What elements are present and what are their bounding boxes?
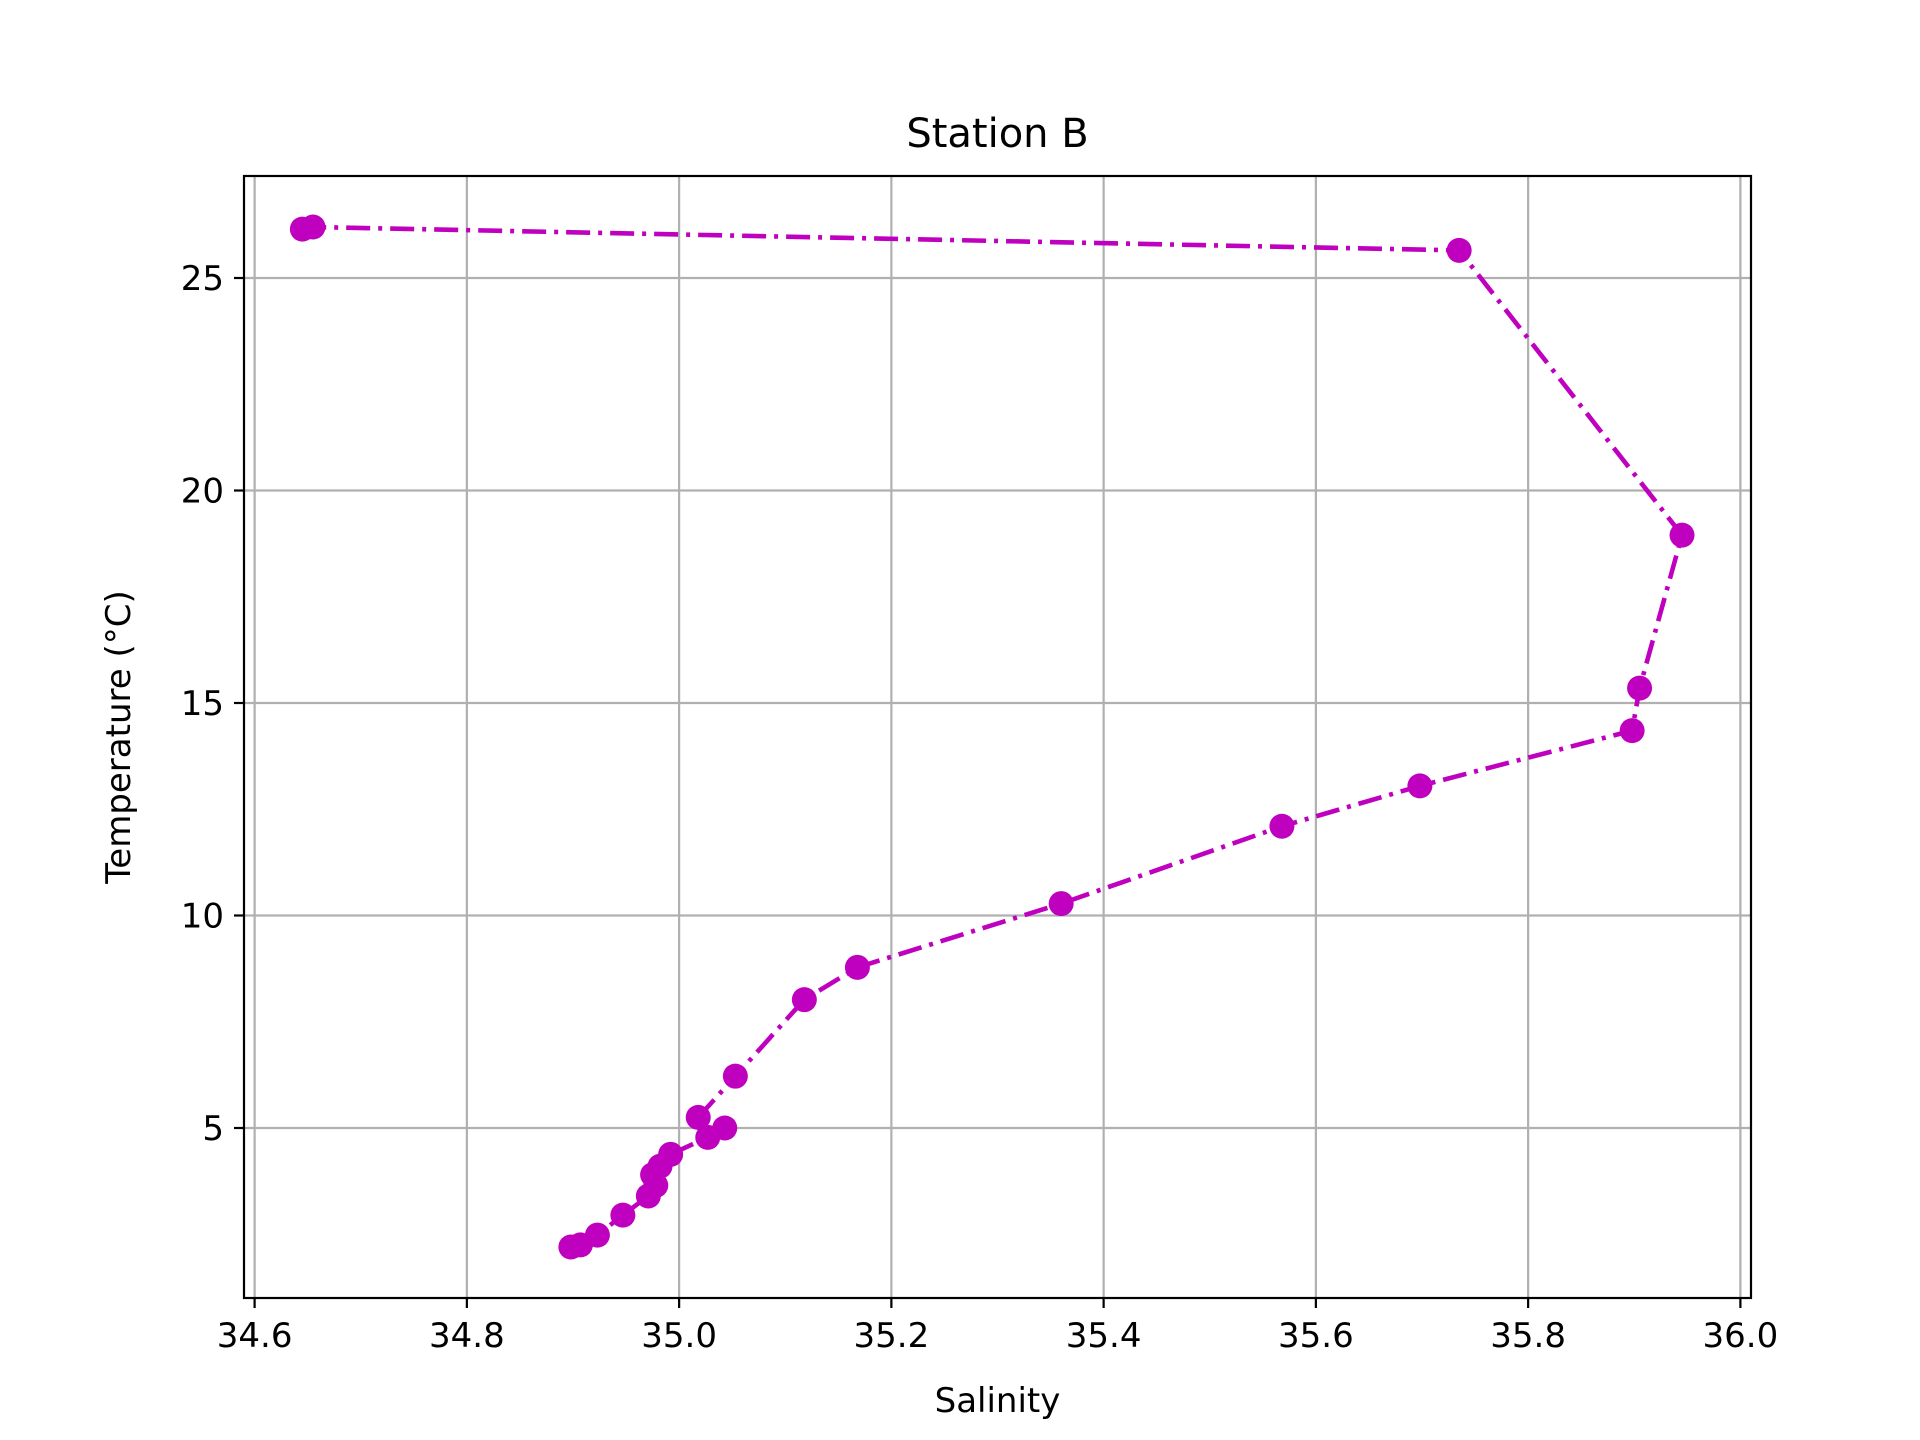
x-tick-label: 35.4 [1066,1316,1142,1356]
data-point [844,954,870,980]
data-series [289,214,1695,1260]
y-tick-label: 5 [202,1109,224,1149]
data-point [1627,675,1653,701]
y-tick-label: 15 [181,684,224,724]
x-tick-label: 35.0 [641,1316,717,1356]
grid-lines [244,176,1751,1298]
data-point [791,987,817,1013]
data-point [1048,891,1074,917]
data-point [695,1124,721,1150]
x-tick-label: 35.2 [854,1316,930,1356]
x-tick-label: 35.8 [1490,1316,1566,1356]
x-tick-label: 35.6 [1278,1316,1354,1356]
x-axis-title: Salinity [935,1381,1061,1421]
x-tick-label: 34.8 [429,1316,505,1356]
y-tick-label: 20 [181,472,224,512]
data-point [610,1202,636,1228]
data-point [722,1063,748,1089]
x-tick-label: 36.0 [1703,1316,1779,1356]
axis-ticks: 34.6 34.8 35.0 35.2 35.4 35.6 35.8 36.0 5 10 15 20 2… [181,259,1779,1356]
chart-title: Station B [906,111,1088,157]
y-tick-label: 25 [181,259,224,299]
data-point [685,1104,711,1130]
data-point [300,214,326,240]
data-point [1446,237,1472,263]
data-point [1407,773,1433,799]
series-line [301,224,1685,1250]
data-point [558,1234,584,1260]
plot-frame [242,174,1753,1300]
data-point [635,1183,661,1209]
data-point [1669,522,1695,548]
data-point [1619,718,1645,744]
y-axis-title: Temperature (°C) [99,590,139,884]
y-tick-label: 10 [181,897,224,937]
x-tick-label: 34.6 [217,1316,293,1356]
data-point [1269,813,1295,839]
